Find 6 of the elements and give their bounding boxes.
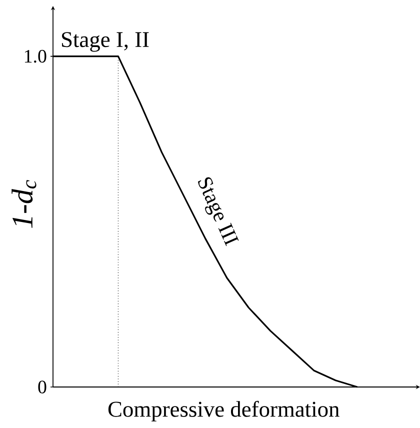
annotation: Stage III <box>198 177 239 246</box>
annotation: Stage I, II <box>62 32 149 52</box>
y-tick-label: 1.0 <box>24 50 46 63</box>
y-axis-title: 1-d$_{c}$ <box>12 180 36 228</box>
x-axis-title: Compressive deformation <box>108 400 340 422</box>
y-tick-label: 0 <box>38 380 46 394</box>
